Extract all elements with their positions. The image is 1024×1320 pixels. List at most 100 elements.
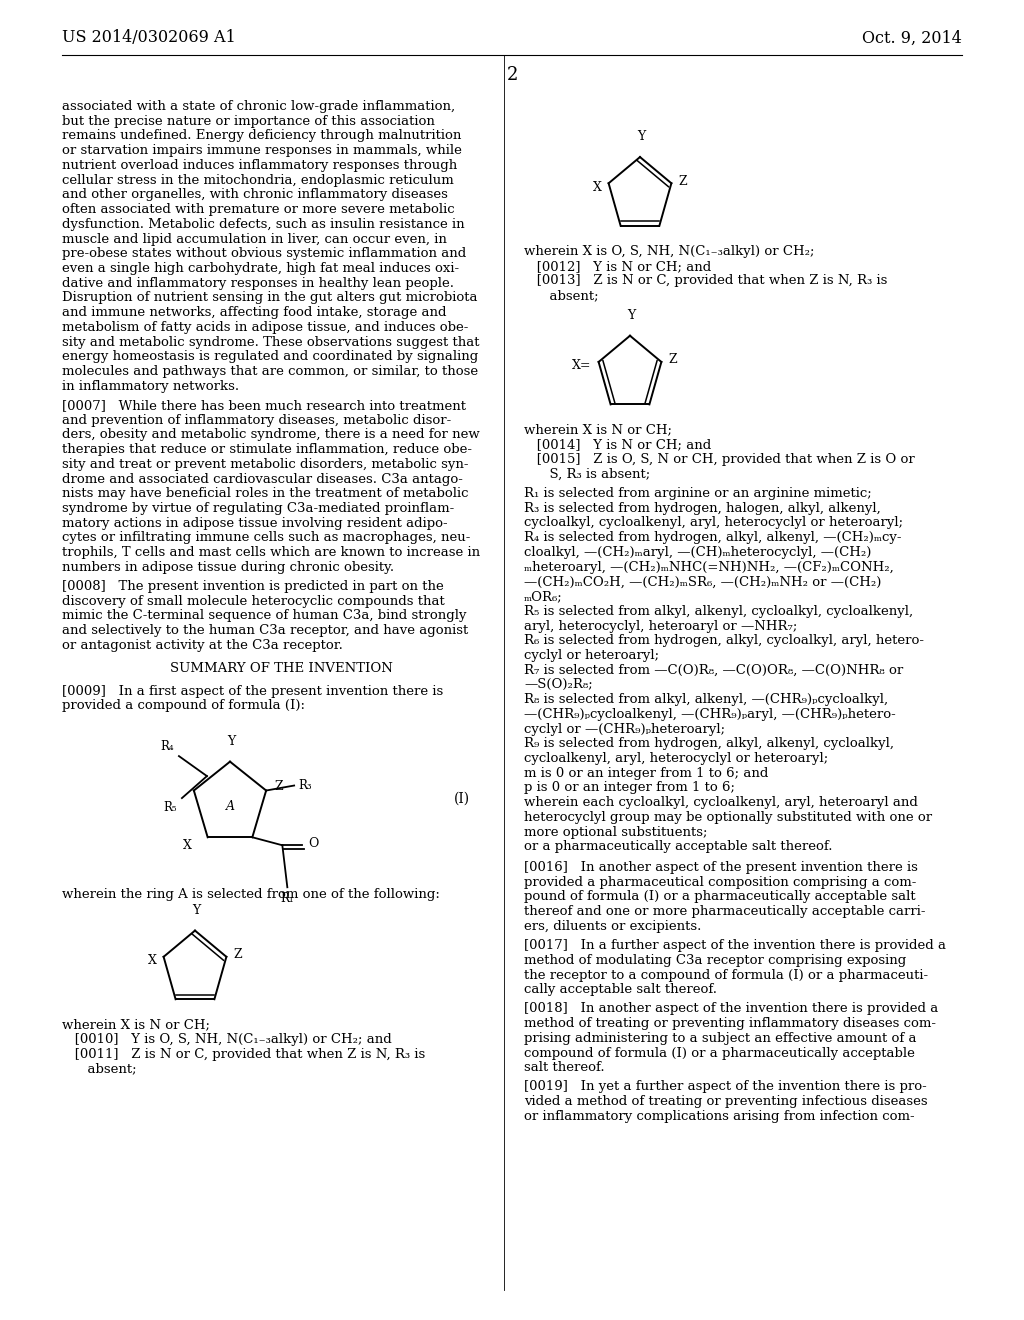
Text: ers, diluents or excipients.: ers, diluents or excipients. (524, 920, 701, 933)
Text: prising administering to a subject an effective amount of a: prising administering to a subject an ef… (524, 1032, 916, 1045)
Text: R₈ is selected from alkyl, alkenyl, —(CHR₉)ₚcycloalkyl,: R₈ is selected from alkyl, alkenyl, —(CH… (524, 693, 888, 706)
Text: wherein X is N or CH;: wherein X is N or CH; (524, 424, 672, 437)
Text: [0010]   Y is O, S, NH, N(C₁₋₃alkyl) or CH₂; and: [0010] Y is O, S, NH, N(C₁₋₃alkyl) or CH… (62, 1034, 392, 1047)
Text: thereof and one or more pharmaceutically acceptable carri-: thereof and one or more pharmaceutically… (524, 906, 926, 919)
Text: R₁: R₁ (281, 892, 294, 906)
Text: X: X (593, 181, 602, 194)
Text: X: X (147, 954, 157, 968)
Text: in inflammatory networks.: in inflammatory networks. (62, 380, 240, 393)
Text: absent;: absent; (524, 289, 599, 302)
Text: [0008]   The present invention is predicted in part on the: [0008] The present invention is predicte… (62, 579, 443, 593)
Text: [0018]   In another aspect of the invention there is provided a: [0018] In another aspect of the inventio… (524, 1002, 938, 1015)
Text: R₆ is selected from hydrogen, alkyl, cycloalkyl, aryl, hetero-: R₆ is selected from hydrogen, alkyl, cyc… (524, 634, 924, 647)
Text: R₇ is selected from —C(O)R₈, —C(O)OR₈, —C(O)NHR₈ or: R₇ is selected from —C(O)R₈, —C(O)OR₈, —… (524, 664, 903, 677)
Text: method of treating or preventing inflammatory diseases com-: method of treating or preventing inflamm… (524, 1018, 936, 1030)
Text: R₄ is selected from hydrogen, alkyl, alkenyl, —(CH₂)ₘcy-: R₄ is selected from hydrogen, alkyl, alk… (524, 531, 901, 544)
Text: R₁ is selected from arginine or an arginine mimetic;: R₁ is selected from arginine or an argin… (524, 487, 871, 500)
Text: method of modulating C3a receptor comprising exposing: method of modulating C3a receptor compri… (524, 954, 906, 966)
Text: vided a method of treating or preventing infectious diseases: vided a method of treating or preventing… (524, 1096, 928, 1109)
Text: Y: Y (637, 131, 645, 143)
Text: syndrome by virtue of regulating C3a-mediated proinflam-: syndrome by virtue of regulating C3a-med… (62, 502, 455, 515)
Text: [0016]   In another aspect of the present invention there is: [0016] In another aspect of the present … (524, 861, 918, 874)
Text: cyclyl or heteroaryl;: cyclyl or heteroaryl; (524, 649, 659, 661)
Text: the receptor to a compound of formula (I) or a pharmaceuti-: the receptor to a compound of formula (I… (524, 969, 928, 982)
Text: [0009]   In a first aspect of the present invention there is: [0009] In a first aspect of the present … (62, 685, 443, 697)
Text: pre-obese states without obvious systemic inflammation and: pre-obese states without obvious systemi… (62, 247, 466, 260)
Text: trophils, T cells and mast cells which are known to increase in: trophils, T cells and mast cells which a… (62, 546, 480, 560)
Text: ders, obesity and metabolic syndrome, there is a need for new: ders, obesity and metabolic syndrome, th… (62, 429, 480, 441)
Text: [0015]   Z is O, S, N or CH, provided that when Z is O or: [0015] Z is O, S, N or CH, provided that… (524, 453, 914, 466)
Text: heterocyclyl group may be optionally substituted with one or: heterocyclyl group may be optionally sub… (524, 810, 932, 824)
Text: X: X (183, 838, 191, 851)
Text: X=: X= (572, 359, 592, 372)
Text: cytes or infiltrating immune cells such as macrophages, neu-: cytes or infiltrating immune cells such … (62, 532, 470, 544)
Text: molecules and pathways that are common, or similar, to those: molecules and pathways that are common, … (62, 366, 478, 378)
Text: discovery of small molecule heterocyclic compounds that: discovery of small molecule heterocyclic… (62, 595, 444, 607)
Text: m is 0 or an integer from 1 to 6; and: m is 0 or an integer from 1 to 6; and (524, 767, 768, 780)
Text: energy homeostasis is regulated and coordinated by signaling: energy homeostasis is regulated and coor… (62, 350, 478, 363)
Text: wherein X is O, S, NH, N(C₁₋₃alkyl) or CH₂;: wherein X is O, S, NH, N(C₁₋₃alkyl) or C… (524, 246, 814, 257)
Text: ₘOR₆;: ₘOR₆; (524, 590, 563, 603)
Text: Z: Z (233, 948, 242, 961)
Text: R₅: R₅ (164, 801, 177, 814)
Text: ₘheteroaryl, —(CH₂)ₘNHC(=NH)NH₂, —(CF₂)ₘCONH₂,: ₘheteroaryl, —(CH₂)ₘNHC(=NH)NH₂, —(CF₂)ₘ… (524, 561, 894, 574)
Text: and prevention of inflammatory diseases, metabolic disor-: and prevention of inflammatory diseases,… (62, 413, 452, 426)
Text: [0007]   While there has been much research into treatment: [0007] While there has been much researc… (62, 399, 466, 412)
Text: or a pharmaceutically acceptable salt thereof.: or a pharmaceutically acceptable salt th… (524, 841, 833, 854)
Text: muscle and lipid accumulation in liver, can occur even, in: muscle and lipid accumulation in liver, … (62, 232, 446, 246)
Text: metabolism of fatty acids in adipose tissue, and induces obe-: metabolism of fatty acids in adipose tis… (62, 321, 468, 334)
Text: S, R₃ is absent;: S, R₃ is absent; (524, 467, 650, 480)
Text: or inflammatory complications arising from infection com-: or inflammatory complications arising fr… (524, 1110, 914, 1123)
Text: —(CHR₉)ₚcycloalkenyl, —(CHR₉)ₚaryl, —(CHR₉)ₚhetero-: —(CHR₉)ₚcycloalkenyl, —(CHR₉)ₚaryl, —(CH… (524, 708, 896, 721)
Text: cyclyl or —(CHR₉)ₚheteroaryl;: cyclyl or —(CHR₉)ₚheteroaryl; (524, 722, 725, 735)
Text: dative and inflammatory responses in healthy lean people.: dative and inflammatory responses in hea… (62, 277, 454, 289)
Text: R₃ is selected from hydrogen, halogen, alkyl, alkenyl,: R₃ is selected from hydrogen, halogen, a… (524, 502, 881, 515)
Text: compound of formula (I) or a pharmaceutically acceptable: compound of formula (I) or a pharmaceuti… (524, 1047, 914, 1060)
Text: Y: Y (227, 735, 236, 747)
Text: therapies that reduce or stimulate inflammation, reduce obe-: therapies that reduce or stimulate infla… (62, 444, 472, 457)
Text: aryl, heterocyclyl, heteroaryl or —NHR₇;: aryl, heterocyclyl, heteroaryl or —NHR₇; (524, 619, 798, 632)
Text: nists may have beneficial roles in the treatment of metabolic: nists may have beneficial roles in the t… (62, 487, 469, 500)
Text: cycloalkenyl, aryl, heterocyclyl or heteroaryl;: cycloalkenyl, aryl, heterocyclyl or hete… (524, 752, 828, 766)
Text: R₄: R₄ (161, 741, 174, 754)
Text: absent;: absent; (62, 1063, 136, 1076)
Text: Z: Z (274, 780, 283, 793)
Text: wherein X is N or CH;: wherein X is N or CH; (62, 1019, 210, 1031)
Text: more optional substituents;: more optional substituents; (524, 826, 708, 838)
Text: remains undefined. Energy deficiency through malnutrition: remains undefined. Energy deficiency thr… (62, 129, 462, 143)
Text: sity and treat or prevent metabolic disorders, metabolic syn-: sity and treat or prevent metabolic diso… (62, 458, 469, 471)
Text: pound of formula (I) or a pharmaceutically acceptable salt: pound of formula (I) or a pharmaceutical… (524, 891, 915, 903)
Text: 2: 2 (506, 66, 518, 84)
Text: Disruption of nutrient sensing in the gut alters gut microbiota: Disruption of nutrient sensing in the gu… (62, 292, 477, 305)
Text: wherein the ring A is selected from one of the following:: wherein the ring A is selected from one … (62, 888, 440, 902)
Text: cycloalkyl, cycloalkenyl, aryl, heterocyclyl or heteroaryl;: cycloalkyl, cycloalkenyl, aryl, heterocy… (524, 516, 903, 529)
Text: and immune networks, affecting food intake, storage and: and immune networks, affecting food inta… (62, 306, 446, 319)
Text: O: O (308, 837, 318, 850)
Text: or starvation impairs immune responses in mammals, while: or starvation impairs immune responses i… (62, 144, 462, 157)
Text: —S(O)₂R₈;: —S(O)₂R₈; (524, 678, 593, 692)
Text: matory actions in adipose tissue involving resident adipo-: matory actions in adipose tissue involvi… (62, 516, 447, 529)
Text: Y: Y (627, 309, 635, 322)
Text: A: A (225, 800, 234, 813)
Text: mimic the C-terminal sequence of human C3a, bind strongly: mimic the C-terminal sequence of human C… (62, 610, 467, 623)
Text: provided a compound of formula (I):: provided a compound of formula (I): (62, 700, 305, 713)
Text: salt thereof.: salt thereof. (524, 1061, 604, 1074)
Text: p is 0 or an integer from 1 to 6;: p is 0 or an integer from 1 to 6; (524, 781, 735, 795)
Text: Z: Z (678, 174, 687, 187)
Text: nutrient overload induces inflammatory responses through: nutrient overload induces inflammatory r… (62, 158, 458, 172)
Text: dysfunction. Metabolic defects, such as insulin resistance in: dysfunction. Metabolic defects, such as … (62, 218, 465, 231)
Text: sity and metabolic syndrome. These observations suggest that: sity and metabolic syndrome. These obser… (62, 335, 479, 348)
Text: [0019]   In yet a further aspect of the invention there is pro-: [0019] In yet a further aspect of the in… (524, 1080, 927, 1093)
Text: even a single high carbohydrate, high fat meal induces oxi-: even a single high carbohydrate, high fa… (62, 261, 459, 275)
Text: SUMMARY OF THE INVENTION: SUMMARY OF THE INVENTION (170, 663, 392, 676)
Text: cally acceptable salt thereof.: cally acceptable salt thereof. (524, 983, 717, 997)
Text: [0011]   Z is N or C, provided that when Z is N, R₃ is: [0011] Z is N or C, provided that when Z… (62, 1048, 425, 1061)
Text: Oct. 9, 2014: Oct. 9, 2014 (862, 29, 962, 46)
Text: —(CH₂)ₘCO₂H, —(CH₂)ₘSR₆, —(CH₂)ₘNH₂ or —(CH₂): —(CH₂)ₘCO₂H, —(CH₂)ₘSR₆, —(CH₂)ₘNH₂ or —… (524, 576, 882, 589)
Text: [0017]   In a further aspect of the invention there is provided a: [0017] In a further aspect of the invent… (524, 939, 946, 952)
Text: cellular stress in the mitochondria, endoplasmic reticulum: cellular stress in the mitochondria, end… (62, 174, 454, 186)
Text: US 2014/0302069 A1: US 2014/0302069 A1 (62, 29, 236, 46)
Text: and selectively to the human C3a receptor, and have agonist: and selectively to the human C3a recepto… (62, 624, 468, 638)
Text: or antagonist activity at the C3a receptor.: or antagonist activity at the C3a recept… (62, 639, 343, 652)
Text: R₉ is selected from hydrogen, alkyl, alkenyl, cycloalkyl,: R₉ is selected from hydrogen, alkyl, alk… (524, 738, 894, 750)
